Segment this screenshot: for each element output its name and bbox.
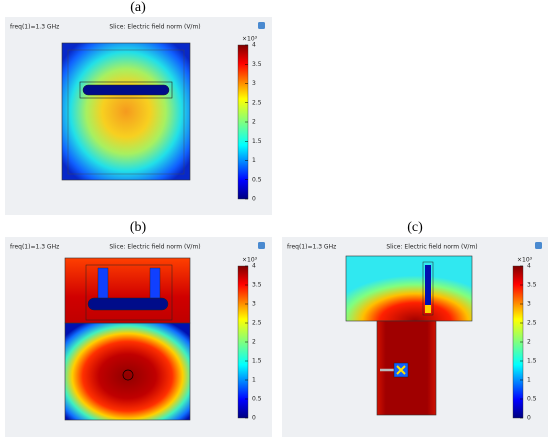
settings-icon xyxy=(258,242,265,249)
colorbar-tick-label: 3 xyxy=(252,301,256,308)
panel-label: (b) xyxy=(130,220,147,235)
colorbar-tick-label: 1 xyxy=(527,377,531,384)
colorbar-multiplier: ×10³ xyxy=(242,257,258,264)
colorbar-tick-label: 0.5 xyxy=(527,396,537,403)
colorbar-tick-label: 1.5 xyxy=(252,138,262,145)
colorbar-multiplier: ×10³ xyxy=(517,257,533,264)
colorbar-tick-label: 3.5 xyxy=(252,282,262,289)
panel-label: (c) xyxy=(407,220,423,235)
field-plot xyxy=(61,42,191,181)
field-plot xyxy=(64,257,191,421)
frequency-label: freq(1)=1.3 GHz xyxy=(287,244,336,251)
colorbar-tick-label: 1.5 xyxy=(252,358,262,365)
colorbar-tick-label: 1.5 xyxy=(527,358,537,365)
colorbar-tick-label: 0.5 xyxy=(252,396,262,403)
colorbar-tick-label: 2 xyxy=(252,119,256,126)
settings-icon xyxy=(258,22,265,29)
colorbar-tick-label: 0.5 xyxy=(252,176,262,183)
settings-icon xyxy=(535,242,542,249)
colorbar-tick-label: 4 xyxy=(252,263,256,270)
colorbar-tick-label: 2.5 xyxy=(252,320,262,327)
colorbar-tick-label: 1 xyxy=(252,377,256,384)
slice-title: Slice: Electric field norm (V/m) xyxy=(109,24,200,31)
panel-label: (a) xyxy=(130,0,146,15)
frequency-label: freq(1)=1.3 GHz xyxy=(10,244,59,251)
frequency-label: freq(1)=1.3 GHz xyxy=(10,24,59,31)
colorbar-tick-label: 2 xyxy=(252,339,256,346)
colorbar-tick-label: 0 xyxy=(527,415,531,422)
colorbar-tick-label: 3.5 xyxy=(527,282,537,289)
colorbar-tick-label: 0 xyxy=(252,196,256,203)
colorbar-tick-label: 0 xyxy=(252,415,256,422)
colorbar-tick-label: 2 xyxy=(527,339,531,346)
colorbar-tick-label: 3.5 xyxy=(252,61,262,68)
field-plot xyxy=(345,255,473,416)
colorbar-tick-label: 1 xyxy=(252,157,256,164)
colorbar-tick-label: 4 xyxy=(527,263,531,270)
colorbar-tick-label: 4 xyxy=(252,42,256,49)
colorbar-tick-label: 2.5 xyxy=(252,99,262,106)
slice-title: Slice: Electric field norm (V/m) xyxy=(109,244,200,251)
colorbar-multiplier: ×10³ xyxy=(242,36,258,43)
slice-title: Slice: Electric field norm (V/m) xyxy=(386,244,477,251)
colorbar-tick-label: 3 xyxy=(527,301,531,308)
colorbar-tick-label: 2.5 xyxy=(527,320,537,327)
colorbar-tick-label: 3 xyxy=(252,80,256,87)
